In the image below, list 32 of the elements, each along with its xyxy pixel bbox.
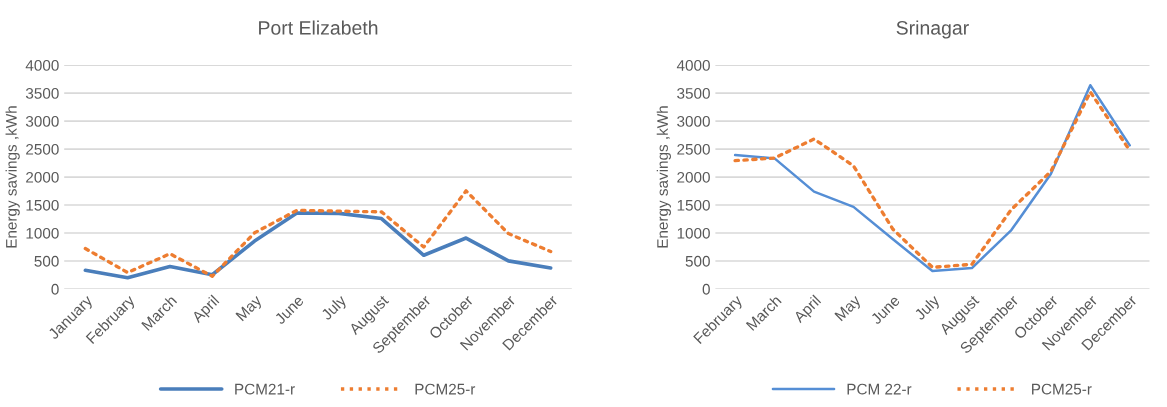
- line-series: [83, 211, 553, 280]
- x-tick-label: July: [320, 293, 350, 323]
- y-tick-label: 1000: [677, 227, 710, 239]
- y-tick-label: 500: [34, 255, 59, 267]
- y-tick-label: 500: [685, 255, 710, 267]
- legend-label: PCM25-r: [1032, 383, 1092, 395]
- y-axis-title: Energy savings ,kWh: [656, 106, 671, 248]
- y-tick-label: 3000: [25, 115, 59, 127]
- chart-title: Port Elizabeth: [259, 20, 378, 35]
- y-tick-label: 3000: [677, 115, 710, 127]
- y-tick-label: 0: [51, 283, 59, 295]
- legend-label: PCM21-r: [235, 383, 295, 395]
- y-tick-label: 3500: [677, 87, 710, 99]
- chart-title: Srinagar: [896, 20, 969, 39]
- x-tick-label: May: [834, 294, 864, 324]
- y-axis-title: Energy savings ,kWh: [5, 106, 20, 248]
- y-tick-label: 3500: [25, 87, 59, 99]
- y-tick-label: 1000: [26, 227, 59, 239]
- y-tick-label: 4000: [676, 59, 710, 71]
- y-tick-label: 2000: [677, 171, 710, 183]
- legend-label: PCM25-r: [415, 383, 476, 395]
- y-tick-label: 1500: [677, 199, 710, 211]
- y-tick-label: 2000: [26, 171, 59, 183]
- legend-label: PCM 22-r: [847, 383, 912, 395]
- y-tick-label: 4000: [25, 59, 59, 71]
- y-tick-label: 2500: [677, 143, 710, 155]
- y-tick-label: 0: [702, 283, 710, 295]
- x-tick-label: July: [913, 293, 943, 323]
- y-tick-label: 2500: [26, 143, 59, 155]
- x-tick-label: May: [235, 294, 265, 324]
- line-series: [83, 189, 553, 278]
- y-tick-label: 1500: [26, 199, 59, 211]
